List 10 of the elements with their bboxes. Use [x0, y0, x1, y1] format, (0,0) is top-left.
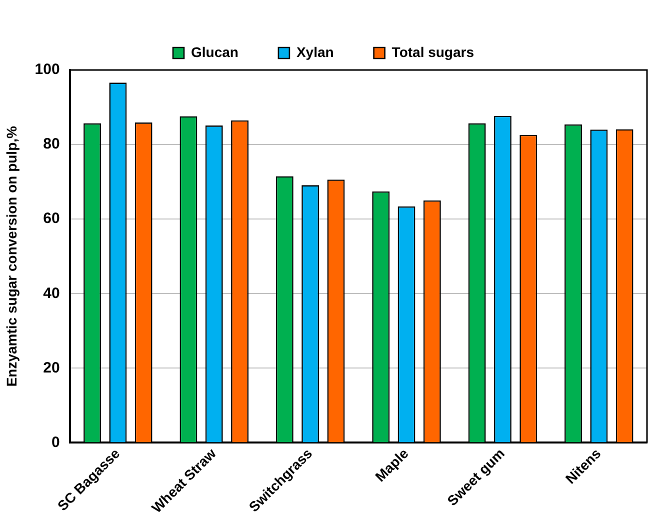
y-tick-label: 20: [43, 359, 60, 376]
y-tick-label: 0: [51, 434, 60, 451]
y-tick-label: 60: [43, 210, 60, 228]
legend-label: Total sugars: [392, 44, 474, 60]
y-tick-label: 80: [43, 136, 60, 153]
legend-label: Xylan: [296, 44, 334, 60]
legend-label: Glucan: [190, 44, 238, 60]
y-axis-title: Enzyamtic sugar conversion on pulp,%: [3, 126, 20, 387]
y-tick-label: 100: [34, 61, 60, 78]
y-tick-label: 40: [43, 284, 60, 302]
